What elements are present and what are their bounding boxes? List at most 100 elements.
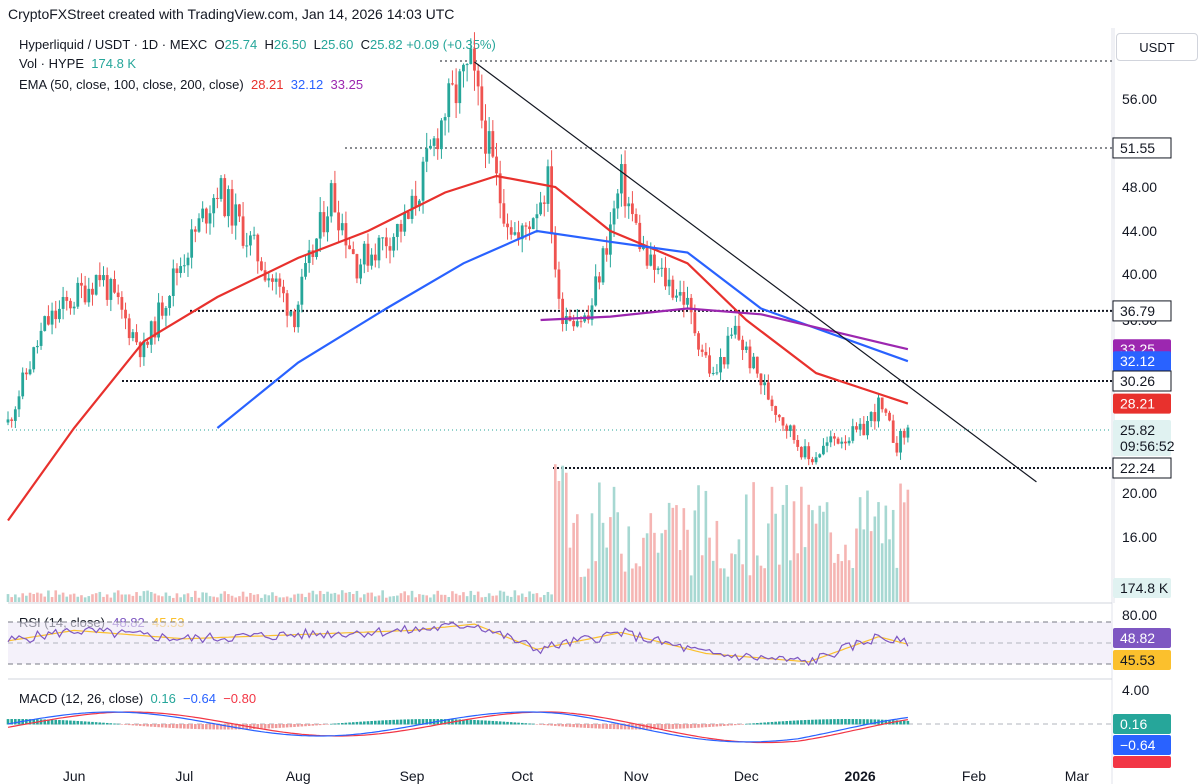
macd-hist-bar	[333, 723, 337, 725]
volume-bar	[484, 596, 487, 602]
volume-bar	[476, 591, 480, 602]
macd-hist-bar	[285, 724, 289, 728]
volume-bar	[576, 514, 579, 602]
candle-body	[844, 441, 847, 444]
candle-body	[631, 203, 634, 215]
candle-body	[451, 83, 454, 85]
volume-bar	[744, 494, 748, 602]
candle-body	[564, 316, 568, 324]
macd-hist-bar	[553, 724, 557, 726]
high-value: 26.50	[273, 37, 307, 52]
candle-body	[425, 148, 429, 162]
level-tag-bg	[1113, 458, 1171, 478]
volume-tag-bg	[1113, 578, 1171, 598]
candle-body	[72, 306, 76, 309]
candle-body	[102, 275, 105, 281]
macd-hist-bar	[414, 719, 418, 725]
candle-body	[458, 71, 462, 104]
ema50-line[interactable]	[7, 174, 909, 522]
ema200-value: 33.25	[330, 77, 364, 92]
volume-bar	[436, 590, 440, 602]
macd-hist-bar	[733, 724, 737, 726]
macd-hist-bar	[429, 719, 432, 725]
volume-bar	[278, 597, 282, 602]
volume-bar	[590, 513, 594, 602]
macd-line-value: −0.64	[183, 691, 216, 706]
macd-hist-bar	[377, 720, 381, 725]
candle-body	[153, 321, 157, 338]
macd-hist-bar	[480, 720, 484, 725]
candle-body	[763, 382, 767, 386]
macd-signal-line[interactable]	[7, 711, 908, 744]
macd-hist-bar	[869, 719, 873, 725]
macd-label[interactable]: MACD (12, 26, close)	[19, 691, 144, 706]
volume-bar	[208, 596, 212, 602]
volume-bar	[359, 597, 362, 602]
candle-body	[491, 131, 495, 157]
volume-bar	[836, 553, 840, 602]
currency-button[interactable]: USDT	[1116, 33, 1198, 61]
macd-line[interactable]	[7, 711, 908, 743]
change-value: +0.09 (+0.35%)	[406, 37, 496, 52]
volume-bar	[124, 594, 127, 602]
candle-body	[722, 357, 726, 365]
volume-bar	[506, 595, 509, 602]
candle-body	[891, 420, 895, 443]
trendline[interactable]	[474, 61, 1037, 483]
volume-label[interactable]: Vol · HYPE	[19, 56, 85, 71]
volume-bar	[733, 554, 737, 602]
volume-bar	[355, 590, 359, 602]
candle-body	[649, 254, 653, 266]
macd-hist-bar	[223, 724, 227, 730]
macd-hist-bar	[322, 724, 326, 725]
volume-bar	[91, 594, 94, 602]
macd-hist-bar	[667, 724, 671, 730]
legend-symbol-row: Hyperliquid / USDT · 1D · MEXC O25.74 H2…	[19, 37, 496, 52]
candle-body	[678, 292, 682, 296]
attribution: CryptoFXStreet created with TradingView.…	[8, 6, 455, 22]
volume-bar	[520, 593, 524, 602]
ema200-line[interactable]	[540, 307, 909, 351]
candle-body	[866, 420, 869, 436]
candle-body	[245, 245, 249, 247]
macd-hist-bar	[190, 724, 193, 729]
candle-body	[777, 414, 781, 418]
macd-hist-bar	[289, 724, 293, 728]
candle-body	[116, 292, 120, 298]
volume-bar	[333, 592, 337, 602]
symbol-name[interactable]: Hyperliquid / USDT · 1D · MEXC	[19, 37, 208, 52]
volume-bar	[381, 590, 384, 602]
volume-bar	[664, 529, 667, 602]
ema-label[interactable]: EMA (50, close, 100, close, 200, close)	[19, 77, 244, 92]
macd-hist-bar	[822, 719, 825, 725]
volume-bar	[322, 594, 326, 602]
candle-body	[660, 267, 664, 269]
volume-bar	[634, 563, 638, 602]
candle-body	[480, 86, 484, 121]
candle-body	[590, 305, 594, 320]
macd-hist-bar	[484, 720, 487, 725]
ema100-line[interactable]	[216, 229, 909, 429]
candle-body	[664, 267, 667, 287]
volume-bar	[847, 560, 851, 602]
macd-hist-bar	[623, 724, 627, 730]
macd-hist-bar	[282, 724, 285, 728]
candle-body	[509, 227, 513, 235]
macd-hist-bar	[587, 724, 590, 729]
macd-hist-bar	[642, 724, 645, 730]
volume-bar	[539, 597, 542, 602]
candle-body	[542, 202, 546, 204]
volume-bar	[285, 596, 289, 602]
macd-hist-bar	[28, 719, 32, 725]
volume-bar	[429, 597, 432, 602]
candle-body	[755, 356, 759, 374]
macd-hist-bar	[744, 723, 748, 725]
volume-bar	[675, 505, 678, 602]
candle-body	[847, 440, 851, 444]
candle-body	[873, 412, 877, 422]
volume-bar	[252, 594, 256, 602]
ema-tag: 28.21	[1120, 396, 1155, 412]
volume-bar	[884, 505, 888, 602]
rsi-line[interactable]	[7, 621, 909, 667]
